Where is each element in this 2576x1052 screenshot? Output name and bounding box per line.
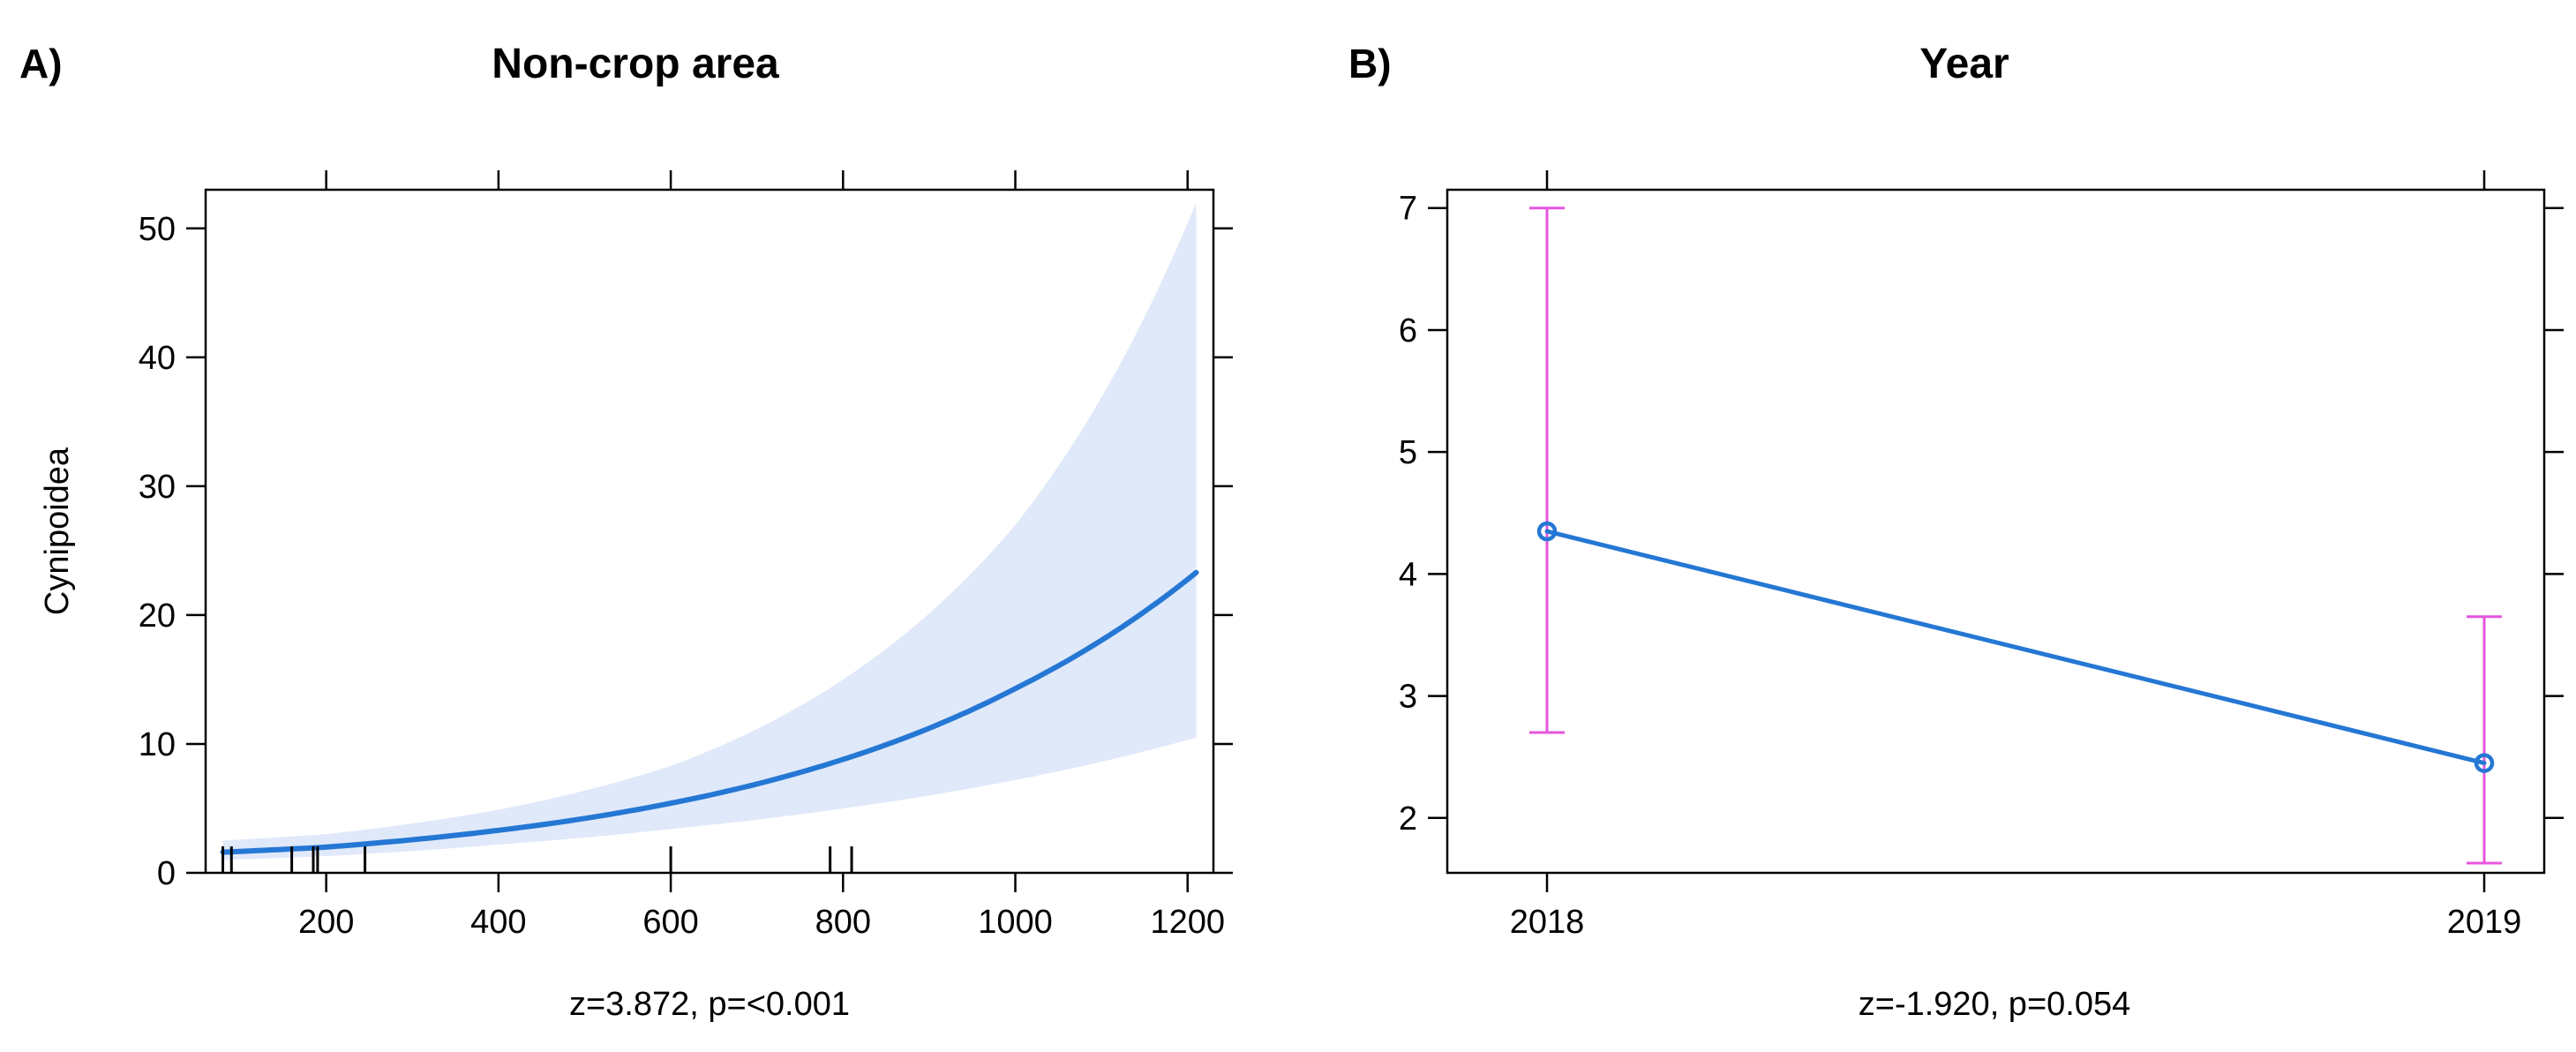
y-tick-label: 0 [157, 855, 176, 892]
panel-a-letter: A) [19, 41, 63, 86]
y-tick-label: 2 [1399, 800, 1417, 838]
x-tick-label: 1000 [978, 904, 1053, 941]
panel-b-estimate-line [1544, 529, 2487, 766]
panel-b-points [1536, 521, 2495, 773]
panel-a-rug [222, 846, 853, 873]
panel-a-title: Non-crop area [492, 41, 779, 87]
panel-b-frame [1446, 188, 2546, 875]
panel-b-error-bars [1529, 207, 2502, 865]
x-tick-label: 200 [298, 904, 354, 941]
y-tick-label: 20 [139, 597, 176, 635]
panel-b-letter: B) [1348, 41, 1392, 86]
x-tick-label: 600 [642, 904, 698, 941]
y-tick-label: 10 [139, 726, 176, 763]
y-tick-label: 3 [1399, 679, 1417, 716]
data-point [2474, 753, 2495, 773]
panel-a-x-axis-label: z=3.872, p=<0.001 [569, 986, 850, 1023]
x-tick-label: 2018 [1510, 904, 1585, 941]
panel-a-y-axis-label: Cynipoidea [39, 447, 76, 615]
data-point [1536, 521, 1558, 542]
y-tick-label: 40 [139, 340, 176, 377]
y-tick-label: 5 [1399, 434, 1417, 471]
panel-a-fit-line [220, 569, 1199, 855]
panel-b-title: Year [1919, 41, 2009, 87]
y-tick-label: 50 [139, 211, 176, 248]
y-tick-label: 7 [1399, 191, 1417, 228]
panel-a: A) Non-crop area 200 400 600 800 1000 1200 0 10… [19, 41, 1233, 1023]
panel-a-frame [204, 188, 1215, 875]
y-tick-label: 30 [139, 469, 176, 506]
y-tick-label: 6 [1399, 312, 1417, 349]
panel-a-confidence-band [222, 202, 1197, 860]
x-tick-label: 800 [815, 904, 871, 941]
x-tick-label: 1200 [1150, 904, 1225, 941]
panel-b-axes: 2018 2019 2 3 4 5 6 7 [1399, 170, 2564, 941]
panel-b: B) Year 2018 2019 2 3 4 5 6 7 z=-1.920, p=0.054 [1348, 41, 2564, 1023]
x-tick-label: 2019 [2447, 904, 2522, 941]
panel-a-axes: 200 400 600 800 1000 1200 0 10 20 30 40 50 [139, 170, 1233, 941]
y-tick-label: 4 [1399, 556, 1417, 593]
x-tick-label: 400 [470, 904, 526, 941]
panel-b-x-axis-label: z=-1.920, p=0.054 [1859, 986, 2130, 1023]
